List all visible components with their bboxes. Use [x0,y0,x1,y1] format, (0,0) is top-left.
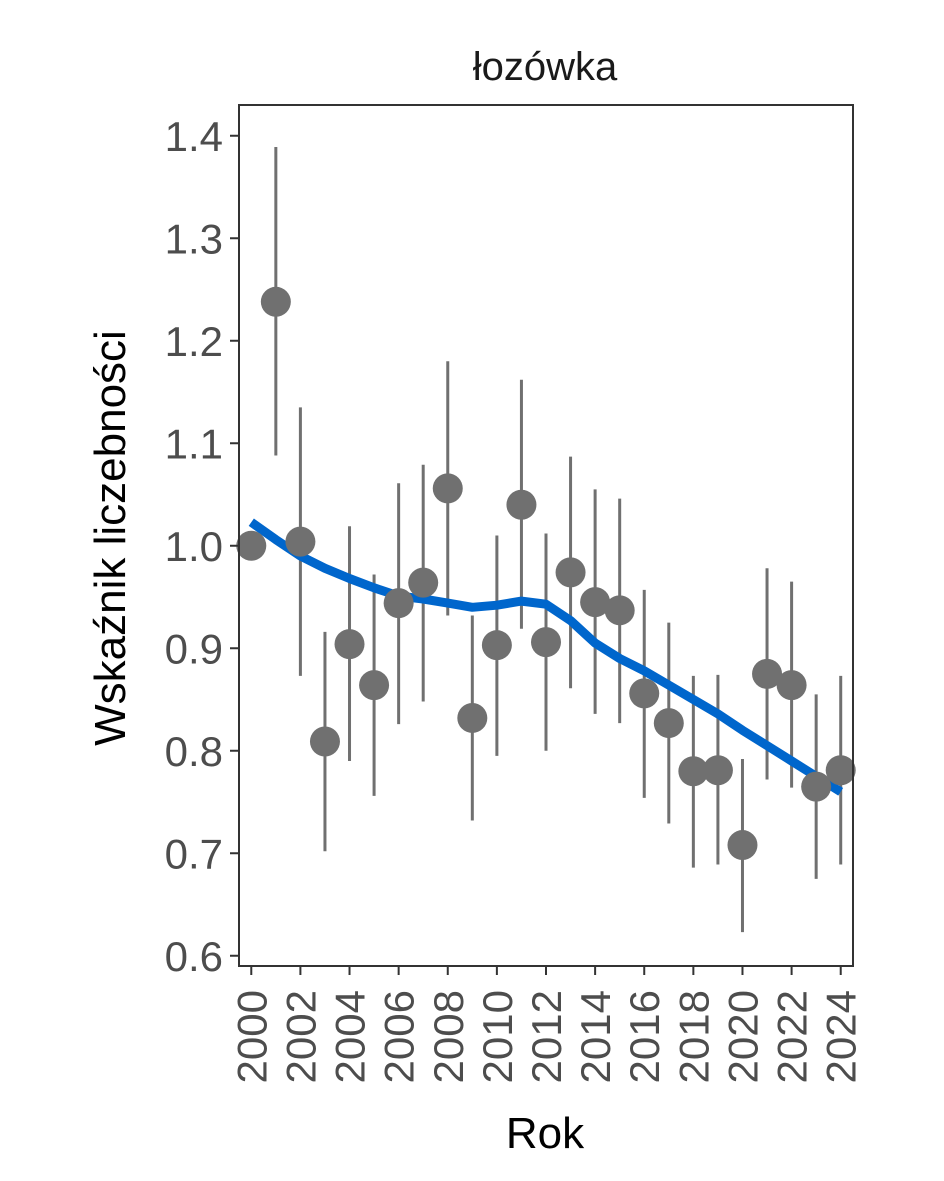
x-tick-label: 2018 [670,990,717,1083]
x-tick-label: 2022 [769,990,816,1083]
y-tick-label: 0.8 [165,728,223,775]
data-point [604,595,635,626]
data-point [408,567,439,598]
data-point [531,627,561,658]
data-point [678,756,709,787]
data-point [481,630,512,661]
data-point [727,830,758,861]
data-point [776,670,807,701]
data-point [825,755,856,786]
y-tick-label: 0.7 [165,830,223,877]
x-tick-label: 2012 [523,990,570,1083]
x-tick-label: 2020 [719,990,766,1083]
data-point [506,489,537,520]
data-point [752,658,783,689]
x-axis-title: Rok [506,1109,585,1158]
x-tick-label: 2004 [327,990,374,1083]
data-point [359,670,390,701]
data-point [629,678,660,709]
y-tick-label: 0.9 [165,625,223,672]
data-point [555,557,586,588]
data-point [285,526,316,557]
data-point [801,771,832,802]
data-point [309,726,340,757]
data-point [580,587,611,618]
chart-title: łozówka [473,45,618,89]
x-tick-label: 2024 [818,990,865,1083]
y-tick-label: 1.2 [165,318,223,365]
y-tick-label: 1.3 [165,215,223,262]
y-axis-title: Wskaźnik liczebności [86,330,135,746]
data-point [702,755,733,786]
x-tick-label: 2006 [376,990,423,1083]
x-tick-label: 2000 [228,990,275,1083]
data-point [457,702,488,733]
x-tick-label: 2014 [572,990,619,1083]
y-tick-label: 0.6 [165,933,223,980]
data-point [334,629,365,660]
data-point [432,473,463,504]
data-point [236,530,267,561]
x-tick-label: 2002 [277,990,324,1083]
x-tick-label: 2016 [621,990,668,1083]
data-point [653,708,684,739]
data-point [260,286,291,317]
data-point [383,588,414,619]
plot-area [236,147,856,933]
y-tick-label: 1.1 [165,420,223,467]
x-tick-label: 2008 [425,990,472,1083]
x-tick-label: 2010 [474,990,521,1083]
y-tick-label: 1.4 [165,113,223,160]
trend-line [248,518,844,796]
y-tick-label: 1.0 [165,523,223,570]
